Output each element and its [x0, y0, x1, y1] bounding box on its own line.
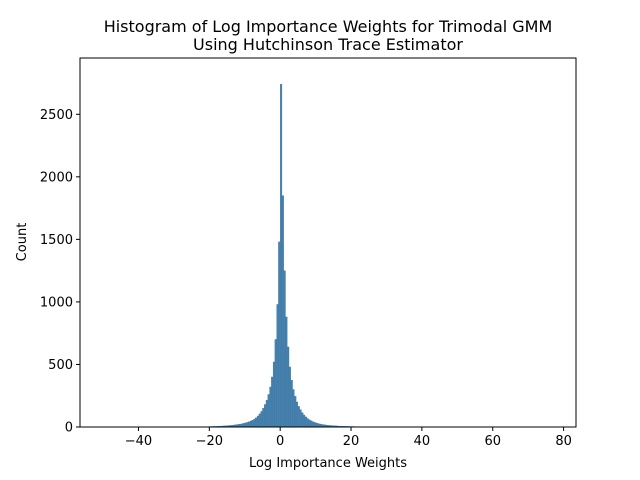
histogram-bar: [267, 394, 270, 428]
histogram-bar: [295, 401, 299, 428]
x-tick-label: 0: [276, 434, 284, 449]
histogram-bar: [304, 416, 307, 428]
histogram-bar: [258, 413, 261, 428]
x-tick-label: −40: [125, 434, 152, 449]
histogram-bar: [313, 422, 316, 428]
histogram-bar: [280, 84, 283, 428]
histogram-bar: [249, 420, 252, 428]
histogram-bar: [281, 195, 284, 428]
plot-frame: [79, 57, 577, 428]
y-axis-ticks: 0 500 1000 1500 2000 2500: [40, 108, 80, 436]
histogram-bar: [294, 396, 297, 428]
histogram-bar: [288, 366, 291, 428]
x-axis-ticks: −40 −20 0 20 40 60 80: [125, 427, 572, 449]
histogram-bar: [283, 270, 286, 428]
histogram-bar: [290, 379, 293, 428]
histogram-bar: [299, 409, 302, 428]
chart-title-line-1: Histogram of Log Importance Weights for …: [104, 17, 553, 36]
y-tick-label: 500: [48, 358, 73, 373]
histogram-bar: [248, 421, 251, 428]
histogram-bar: [308, 419, 311, 428]
histogram-bar: [255, 417, 258, 428]
histogram-bar: [262, 408, 265, 428]
histogram-bar: [303, 414, 306, 428]
histogram-bar: [297, 406, 300, 428]
histogram-bar: [269, 386, 272, 428]
histogram-bar: [301, 412, 304, 428]
histogram-bar: [306, 418, 309, 428]
histogram-bar: [287, 346, 290, 428]
histogram-bar: [251, 419, 254, 428]
histogram-bar: [276, 304, 279, 428]
histogram-bar: [278, 241, 281, 428]
histogram-bar: [260, 411, 263, 428]
histogram-bar: [246, 422, 249, 428]
x-tick-label: 40: [414, 434, 431, 449]
histogram-bar: [317, 423, 320, 428]
histogram-bar: [310, 420, 313, 428]
histogram-bars: [202, 84, 371, 428]
histogram-bar: [256, 415, 260, 428]
histogram-bar: [265, 399, 268, 428]
x-tick-label: 20: [343, 434, 360, 449]
histogram-bar: [253, 418, 256, 428]
histogram-bar: [264, 404, 267, 428]
histogram-bar: [271, 376, 274, 428]
y-tick-label: 2000: [40, 170, 73, 185]
y-axis-label: Count: [15, 223, 30, 262]
x-tick-label: 60: [484, 434, 501, 449]
histogram-bar: [272, 361, 276, 428]
histogram-bar: [315, 422, 318, 428]
histogram-bar: [244, 422, 247, 428]
histogram-bar: [242, 423, 245, 428]
x-tick-label: 80: [555, 434, 572, 449]
histogram-bar: [311, 421, 314, 428]
y-tick-label: 0: [65, 421, 73, 436]
y-tick-label: 2500: [40, 108, 73, 123]
x-tick-label: −20: [196, 434, 223, 449]
y-tick-label: 1500: [40, 233, 73, 248]
histogram-bar: [292, 389, 295, 428]
histogram-bar: [285, 316, 288, 428]
x-axis-label: Log Importance Weights: [249, 456, 407, 471]
histogram-bar: [274, 339, 277, 428]
y-tick-label: 1000: [40, 295, 73, 310]
chart-title-line-2: Using Hutchinson Trace Estimator: [193, 35, 463, 54]
